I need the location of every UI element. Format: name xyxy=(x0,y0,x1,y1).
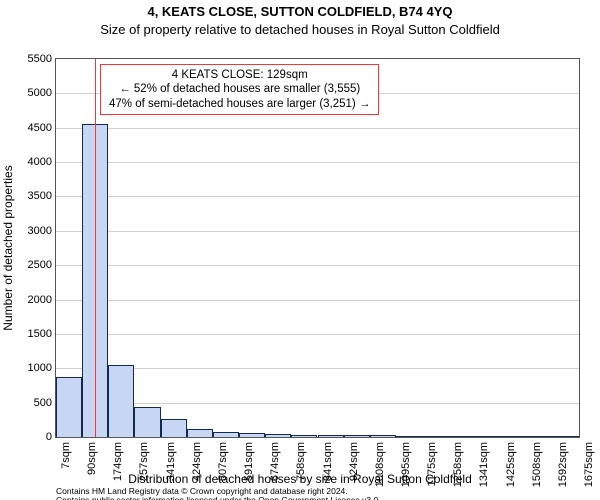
x-tick-label: 841sqm xyxy=(322,442,334,481)
x-tick-label: 507sqm xyxy=(217,442,229,481)
histogram-bar xyxy=(134,407,160,437)
histogram-bar xyxy=(108,365,134,437)
y-tick-label: 2000 xyxy=(12,294,52,306)
x-tick-label: 1008sqm xyxy=(374,442,386,487)
grid-line xyxy=(56,300,579,301)
x-tick-label: 1592sqm xyxy=(557,442,569,487)
x-tick-label: 341sqm xyxy=(165,442,177,481)
histogram-bar xyxy=(161,419,187,437)
x-tick-label: 257sqm xyxy=(138,442,150,481)
y-tick-label: 500 xyxy=(12,397,52,409)
x-tick-label: 674sqm xyxy=(269,442,281,481)
histogram-bar xyxy=(474,436,500,437)
x-tick-label: 1258sqm xyxy=(452,442,464,487)
y-tick-label: 5000 xyxy=(12,87,52,99)
marker-info-box: 4 KEATS CLOSE: 129sqm ← 52% of detached … xyxy=(100,64,379,115)
x-tick-label: 1508sqm xyxy=(531,442,543,487)
histogram-bar xyxy=(422,436,448,437)
grid-line xyxy=(56,334,579,335)
histogram-bar xyxy=(318,435,344,437)
info-line: ← 52% of detached houses are smaller (3,… xyxy=(109,82,370,96)
y-tick-label: 0 xyxy=(12,431,52,443)
histogram-bar xyxy=(448,436,474,437)
y-tick-label: 1500 xyxy=(12,328,52,340)
histogram-bar xyxy=(344,435,370,437)
histogram-bar xyxy=(187,429,213,437)
histogram-bar xyxy=(396,436,422,437)
histogram-bar xyxy=(553,436,579,437)
y-tick-label: 1000 xyxy=(12,362,52,374)
histogram-bar xyxy=(501,436,527,437)
y-tick-label: 4000 xyxy=(12,156,52,168)
x-tick-label: 90sqm xyxy=(86,442,98,475)
y-tick-label: 2500 xyxy=(12,259,52,271)
y-tick-label: 3500 xyxy=(12,190,52,202)
x-tick-label: 7sqm xyxy=(60,442,72,469)
x-tick-label: 591sqm xyxy=(243,442,255,481)
y-tick-label: 5500 xyxy=(12,53,52,65)
page-title: 4, KEATS CLOSE, SUTTON COLDFIELD, B74 4Y… xyxy=(0,4,600,19)
info-line: 4 KEATS CLOSE: 129sqm xyxy=(109,68,370,82)
x-tick-label: 1095sqm xyxy=(400,442,412,487)
grid-line xyxy=(56,162,579,163)
x-tick-label: 1675sqm xyxy=(583,442,595,487)
grid-line xyxy=(56,128,579,129)
histogram-bar xyxy=(265,434,291,437)
info-line: 47% of semi-detached houses are larger (… xyxy=(109,97,370,111)
credits: Contains HM Land Registry data © Crown c… xyxy=(56,487,381,500)
grid-line xyxy=(56,403,579,404)
x-tick-label: 1425sqm xyxy=(505,442,517,487)
marker-line xyxy=(95,59,96,437)
y-tick-label: 4500 xyxy=(12,122,52,134)
y-tick-label: 3000 xyxy=(12,225,52,237)
x-tick-label: 1175sqm xyxy=(426,442,438,486)
grid-line xyxy=(56,265,579,266)
histogram-bar xyxy=(239,433,265,437)
x-tick-label: 174sqm xyxy=(112,442,124,481)
x-tick-label: 424sqm xyxy=(191,442,203,481)
grid-line xyxy=(56,231,579,232)
x-tick-label: 924sqm xyxy=(348,442,360,481)
x-tick-label: 758sqm xyxy=(295,442,307,481)
page-subtitle: Size of property relative to detached ho… xyxy=(0,22,600,37)
histogram-bar xyxy=(527,436,553,437)
histogram-bar xyxy=(370,435,396,437)
x-tick-label: 1341sqm xyxy=(478,442,490,487)
grid-line xyxy=(56,196,579,197)
grid-line xyxy=(56,368,579,369)
histogram-bar xyxy=(291,435,317,437)
histogram-bar xyxy=(56,377,82,437)
credit-line: Contains public sector information licen… xyxy=(56,496,381,500)
histogram-bar xyxy=(213,432,239,437)
